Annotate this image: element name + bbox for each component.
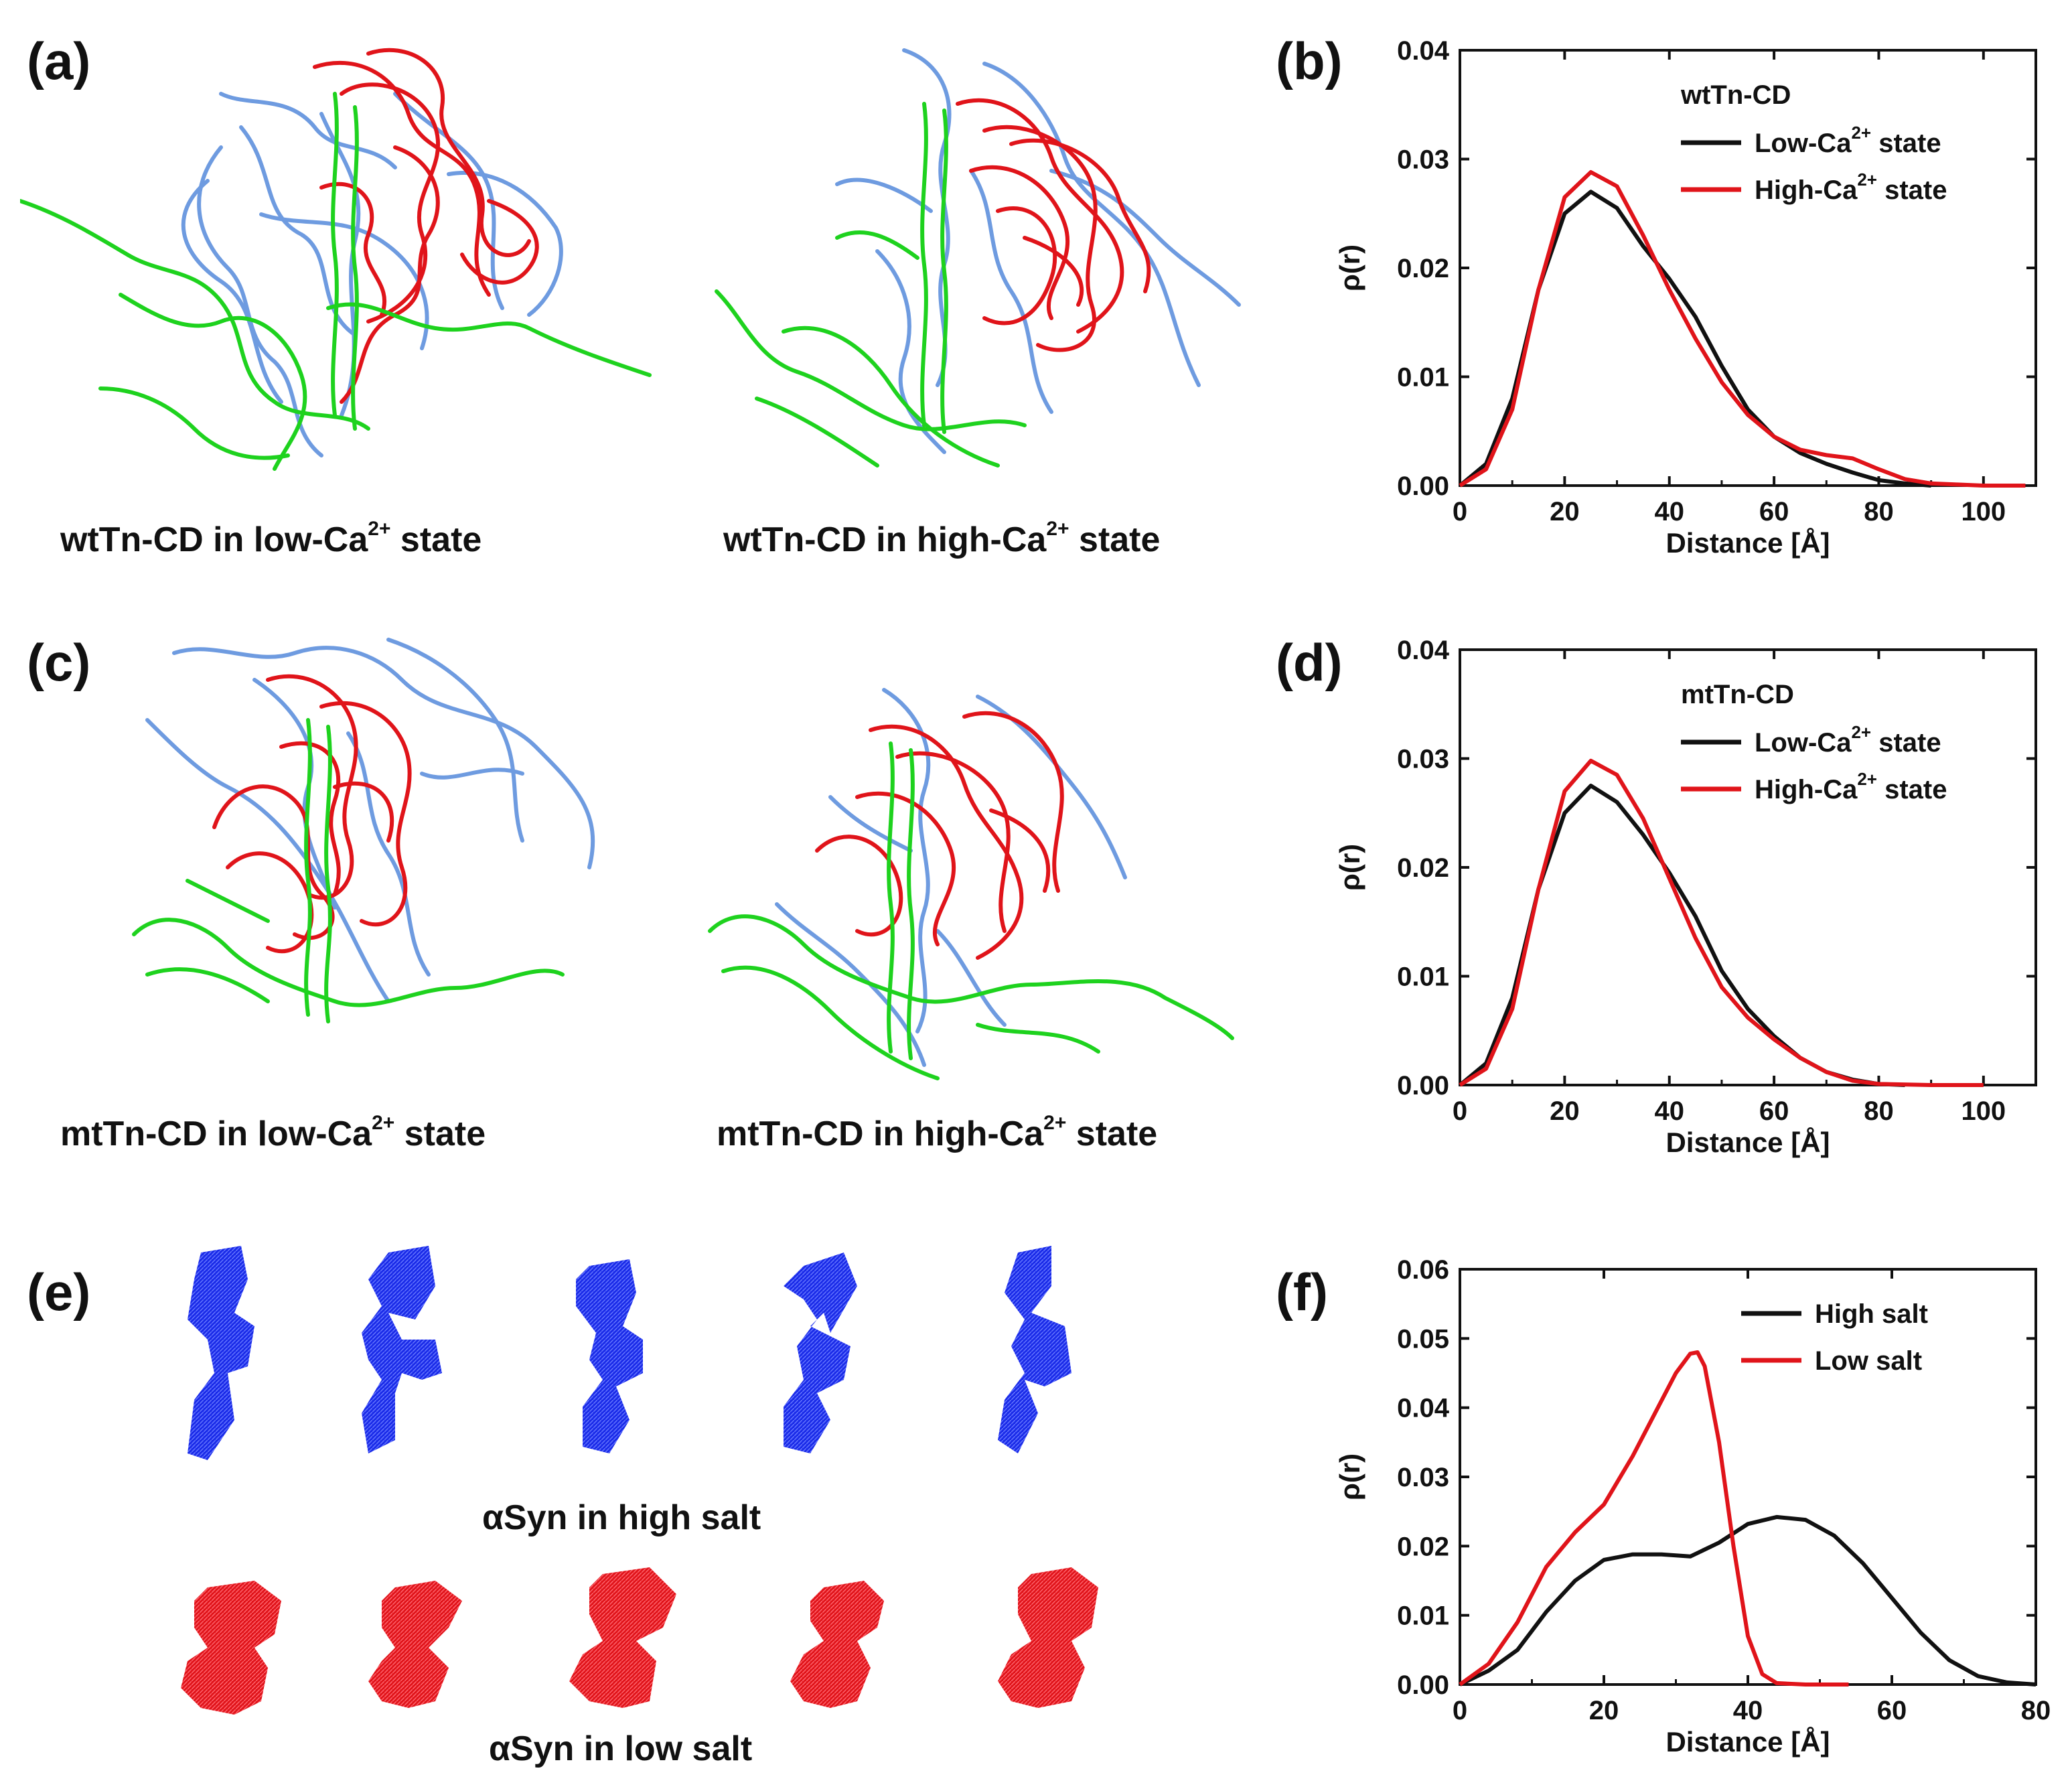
- asyn-low-salt-shape-1: [181, 1581, 281, 1715]
- series-line-2: [1459, 170, 2026, 488]
- y-tick-label: 0.04: [1397, 36, 1450, 66]
- y-tick-label: 0.02: [1397, 853, 1449, 883]
- chart-d: 0 20 40 60 80 100 0.00 0.01 0.02 0.03 0.04 Distance…: [1334, 636, 2037, 1158]
- x-tick-label: 60: [1759, 497, 1789, 526]
- x-tick-label: 20: [1550, 497, 1580, 526]
- caption-wt-low-ca: wtTn-CD in low-Ca2+ state: [60, 518, 482, 559]
- panel-label-f: (f): [1276, 1263, 1328, 1321]
- x-tick-label: 60: [1759, 1096, 1789, 1126]
- caption-mt-low-ca: mtTn-CD in low-Ca2+ state: [60, 1112, 486, 1153]
- caption-asyn-low-salt: αSyn in low salt: [489, 1729, 753, 1768]
- legend-entry-1: Low-Ca2+ state: [1755, 722, 1941, 758]
- y-tick-label: 0.01: [1397, 1601, 1449, 1631]
- caption-asyn-high-salt: αSyn in high salt: [482, 1498, 761, 1537]
- panel-label-a: (a): [27, 31, 91, 90]
- y-tick-label: 0.00: [1397, 472, 1449, 501]
- y-tick-label: 0.01: [1397, 962, 1449, 992]
- chart-b: 0 20 40 60 80 100 0.00 0.01 0.02 0.03 0.04 Distance…: [1334, 36, 2037, 559]
- y-axis-label: ρ(r): [1334, 1453, 1365, 1500]
- caption-mt-high-ca: mtTn-CD in high-Ca2+ state: [717, 1112, 1158, 1153]
- asyn-high-salt-shape-4: [784, 1253, 857, 1453]
- x-axis-label: Distance [Å]: [1666, 527, 1830, 559]
- series-line-1: [1459, 1514, 2037, 1687]
- x-tick-label: 80: [1864, 1096, 1894, 1126]
- legend-title: mtTn-CD: [1681, 680, 1794, 709]
- legend-entry-1: High salt: [1815, 1299, 1928, 1329]
- x-axis-label: Distance [Å]: [1666, 1726, 1830, 1758]
- asyn-low-salt-shapes: [181, 1567, 1098, 1715]
- x-tick-label: 20: [1589, 1696, 1619, 1725]
- legend-entry-2: High-Ca2+ state: [1755, 169, 1947, 205]
- y-tick-label: 0.04: [1397, 1394, 1450, 1423]
- x-tick-label: 0: [1453, 497, 1467, 526]
- caption-wt-high-ca: wtTn-CD in high-Ca2+ state: [723, 518, 1161, 559]
- plot-frame: [1459, 1268, 2037, 1686]
- chart-f: 0 20 40 60 80 0.00 0.01 0.02 0.03 0.04 0.05 0.06 Dis…: [1334, 1255, 2051, 1758]
- asyn-high-salt-shape-1: [188, 1246, 254, 1460]
- y-tick-label: 0.02: [1397, 1532, 1449, 1561]
- series-line-2: [1459, 758, 1984, 1087]
- legend-entry-2: Low salt: [1815, 1346, 1922, 1376]
- x-tick-label: 80: [1864, 497, 1894, 526]
- asyn-high-salt-shape-2: [362, 1246, 442, 1453]
- protein-ensemble-mt-high-ca: [708, 688, 1234, 1080]
- x-tick-label: 40: [1733, 1696, 1763, 1725]
- protein-ensemble-wt-low-ca: [20, 48, 652, 471]
- asyn-low-salt-shape-4: [790, 1581, 884, 1708]
- asyn-shapes: [181, 1246, 1098, 1715]
- y-axis-label: ρ(r): [1334, 844, 1365, 891]
- legend-title: wtTn-CD: [1680, 80, 1791, 110]
- x-tick-label: 60: [1877, 1696, 1907, 1725]
- y-tick-label: 0.06: [1397, 1255, 1449, 1285]
- panel-label-e: (e): [27, 1263, 91, 1321]
- series-line-2: [1459, 1350, 1849, 1687]
- legend-entry-2: High-Ca2+ state: [1755, 769, 1947, 804]
- y-tick-label: 0.04: [1397, 636, 1450, 665]
- y-tick-label: 0.02: [1397, 254, 1449, 283]
- x-tick-label: 0: [1453, 1696, 1467, 1725]
- y-tick-label: 0.03: [1397, 1463, 1449, 1492]
- protein-ensemble-mt-low-ca: [132, 638, 595, 1023]
- asyn-high-salt-shape-3: [576, 1259, 643, 1453]
- asyn-low-salt-shape-5: [998, 1567, 1098, 1708]
- panel-label-c: (c): [27, 633, 91, 692]
- y-tick-label: 0.00: [1397, 1670, 1449, 1700]
- legend-entry-1: Low-Ca2+ state: [1755, 123, 1941, 158]
- y-tick-label: 0.03: [1397, 145, 1449, 175]
- y-tick-label: 0.05: [1397, 1324, 1449, 1354]
- x-tick-label: 80: [2021, 1696, 2051, 1725]
- asyn-high-salt-shapes: [188, 1246, 1071, 1460]
- asyn-low-salt-shape-2: [368, 1581, 462, 1708]
- asyn-high-salt-shape-5: [998, 1246, 1071, 1453]
- x-tick-label: 100: [1961, 1096, 2006, 1126]
- protein-ensemble-wt-high-ca: [715, 48, 1241, 468]
- y-tick-label: 0.01: [1397, 363, 1449, 392]
- panel-label-d: (d): [1276, 633, 1343, 692]
- y-tick-label: 0.03: [1397, 745, 1449, 774]
- y-axis-label: ρ(r): [1334, 244, 1365, 291]
- asyn-low-salt-shape-3: [569, 1567, 676, 1708]
- panel-label-b: (b): [1276, 31, 1343, 90]
- x-axis-label: Distance [Å]: [1666, 1127, 1830, 1158]
- x-tick-label: 40: [1654, 497, 1684, 526]
- x-tick-label: 20: [1550, 1096, 1580, 1126]
- x-tick-label: 100: [1961, 497, 2006, 526]
- x-tick-label: 0: [1453, 1096, 1467, 1126]
- x-tick-label: 40: [1654, 1096, 1684, 1126]
- y-tick-label: 0.00: [1397, 1071, 1449, 1100]
